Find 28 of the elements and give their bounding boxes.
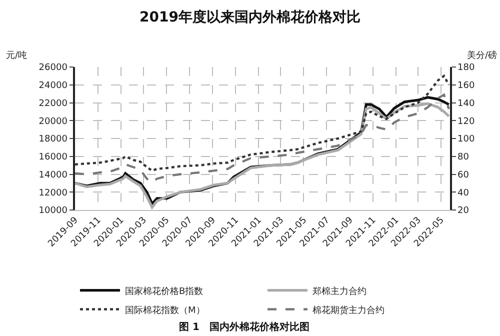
legend-label: 国际棉花指数（M）: [125, 304, 205, 316]
y-axis-title: 元/吨: [6, 50, 28, 61]
line-series: [75, 74, 450, 172]
y2-tick-label: 100: [458, 134, 475, 145]
legend-label: 棉花期货主力合约: [312, 304, 384, 316]
y-tick-label: 26000: [38, 63, 68, 74]
line-series: [75, 94, 450, 184]
y-tick-label: 20000: [38, 116, 68, 127]
legend-label: 郑棉主力合约: [312, 286, 366, 297]
y-tick-label: 16000: [38, 152, 68, 163]
y2-tick-label: 120: [458, 116, 475, 127]
y2-tick-label: 140: [458, 98, 475, 109]
y2-tick-label: 40: [458, 188, 470, 198]
y-tick-label: 24000: [38, 81, 68, 92]
y2-tick-label: 80: [458, 152, 470, 163]
y2-tick-label: 160: [458, 81, 475, 92]
y2-tick-label: 60: [458, 170, 470, 180]
y-tick-label: 12000: [38, 188, 68, 198]
legend-label: 国家棉花价格B指数: [125, 286, 204, 297]
caption: 图 1 国内外棉花价格对比图: [179, 321, 310, 333]
chart-title: 2019年度以来国内外棉花价格对比: [140, 8, 360, 26]
y-tick-label: 14000: [38, 170, 68, 180]
y2-tick-label: 180: [458, 63, 475, 74]
y-tick-label: 22000: [38, 98, 68, 109]
y-tick-label: 10000: [38, 206, 68, 216]
y2-axis-title: 美分/磅: [467, 50, 498, 61]
y2-tick-label: 20: [458, 206, 470, 216]
y-tick-label: 18000: [38, 134, 68, 145]
